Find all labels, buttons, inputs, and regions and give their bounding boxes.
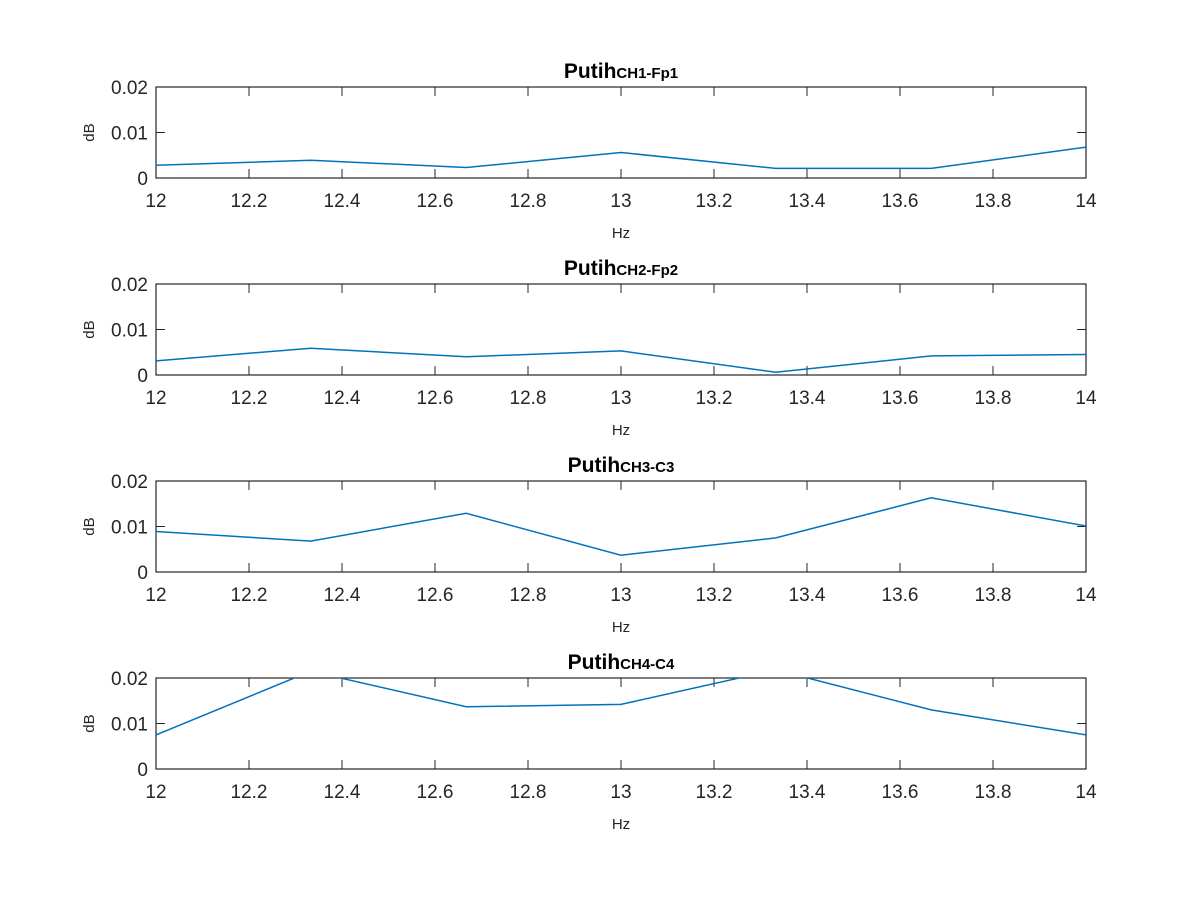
- x-tick-label: 14: [1075, 388, 1097, 409]
- x-tick-label: 12.4: [324, 782, 361, 803]
- y-tick-label: 0.01: [111, 124, 148, 145]
- title-subscript: CH1-Fp1: [616, 65, 678, 82]
- subplot-1: 12 12.2 12.4 12.6 12.8 13 13.2 13.4 13.6 13.8 14 0 0…: [81, 60, 1097, 242]
- x-tick-label: 12.8: [510, 782, 547, 803]
- x-tick-label: 13: [610, 388, 631, 409]
- x-tick-label: 13.6: [882, 782, 919, 803]
- x-tick-label: 13.8: [975, 782, 1012, 803]
- x-tick-label: 14: [1075, 585, 1097, 606]
- subplot-3: 12 12.2 12.4 12.6 12.8 13 13.2 13.4 13.6 13.8 14 0 0…: [81, 454, 1097, 636]
- subplot-title: PutihCH2-Fp2: [564, 257, 678, 280]
- title-subscript: CH3-C3: [620, 459, 674, 476]
- x-tick-label: 12.8: [510, 585, 547, 606]
- x-tick-label: 13.2: [696, 585, 733, 606]
- x-tick-label: 12.4: [324, 585, 361, 606]
- axes-box: [155, 86, 1087, 179]
- x-tick-label: 13.2: [696, 191, 733, 212]
- x-tick-label: 12.6: [417, 191, 454, 212]
- x-tick-label: 12.8: [510, 191, 547, 212]
- x-tick-label: 13.4: [789, 585, 826, 606]
- y-tick-label: 0.02: [111, 78, 148, 99]
- y-tick-label: 0.01: [111, 321, 148, 342]
- x-tick-label: 13.6: [882, 585, 919, 606]
- x-tick-label: 12.2: [231, 388, 268, 409]
- x-tick-label: 12: [145, 388, 166, 409]
- x-tick-label: 13.4: [789, 782, 826, 803]
- x-tick-label: 13.8: [975, 191, 1012, 212]
- title-subscript: CH4-C4: [620, 656, 675, 673]
- series-line-1: [156, 497, 1086, 556]
- series-line-1: [156, 146, 1086, 170]
- x-axis-label: Hz: [612, 816, 630, 833]
- subplot-title: PutihCH3-C3: [568, 454, 675, 477]
- axes-box: [155, 480, 1087, 573]
- x-tick-label: 12.6: [417, 388, 454, 409]
- y-tick-label: 0.01: [111, 715, 148, 736]
- x-tick-label: 12.2: [231, 585, 268, 606]
- y-tick-label: 0.02: [111, 669, 148, 690]
- x-tick-label: 13.6: [882, 191, 919, 212]
- x-axis-label: Hz: [612, 619, 630, 636]
- x-tick-label: 13.8: [975, 388, 1012, 409]
- x-tick-label: 13.4: [789, 191, 826, 212]
- title-main: Putih: [564, 257, 617, 280]
- x-tick-label: 12.4: [324, 388, 361, 409]
- subplot-title: PutihCH4-C4: [568, 651, 675, 674]
- x-tick-label: 13.8: [975, 585, 1012, 606]
- x-tick-label: 12.4: [324, 191, 361, 212]
- subplot-2: 12 12.2 12.4 12.6 12.8 13 13.2 13.4 13.6 13.8 14 0 0…: [81, 257, 1097, 439]
- x-tick-label: 12.2: [231, 782, 268, 803]
- x-tick-label: 13.2: [696, 388, 733, 409]
- x-axis-label: Hz: [612, 225, 630, 242]
- y-tick-label: 0.02: [111, 472, 148, 493]
- y-tick-label: 0.02: [111, 275, 148, 296]
- y-tick-label: 0: [137, 563, 148, 584]
- x-tick-label: 12.2: [231, 191, 268, 212]
- x-tick-label: 13: [610, 782, 631, 803]
- x-tick-label: 12.8: [510, 388, 547, 409]
- series-line-1: [156, 347, 1086, 374]
- y-axis-label: dB: [81, 320, 98, 338]
- x-tick-label: 13: [610, 191, 631, 212]
- title-subscript: CH2-Fp2: [616, 262, 678, 279]
- x-axis-label: Hz: [612, 422, 630, 439]
- y-axis-label: dB: [81, 123, 98, 141]
- x-tick-label: 12: [145, 191, 166, 212]
- title-main: Putih: [568, 651, 621, 674]
- title-main: Putih: [568, 454, 621, 477]
- x-tick-label: 12: [145, 782, 166, 803]
- y-tick-label: 0: [137, 169, 148, 190]
- axes-box: [155, 283, 1087, 376]
- y-tick-label: 0: [137, 760, 148, 781]
- x-tick-label: 13: [610, 585, 631, 606]
- series-line-1: [156, 678, 1086, 736]
- x-tick-label: 12: [145, 585, 166, 606]
- subplot-4: 12 12.2 12.4 12.6 12.8 13 13.2 13.4 13.6 13.8 14 0 0…: [81, 651, 1097, 833]
- x-tick-label: 14: [1075, 191, 1097, 212]
- title-main: Putih: [564, 60, 617, 83]
- x-tick-label: 12.6: [417, 782, 454, 803]
- subplot-title: PutihCH1-Fp1: [564, 60, 678, 83]
- axes-box: [155, 677, 1087, 770]
- x-tick-label: 13.2: [696, 782, 733, 803]
- y-tick-label: 0: [137, 366, 148, 387]
- x-tick-label: 13.4: [789, 388, 826, 409]
- y-axis-label: dB: [81, 517, 98, 535]
- x-tick-label: 12.6: [417, 585, 454, 606]
- y-tick-label: 0.01: [111, 518, 148, 539]
- x-tick-label: 13.6: [882, 388, 919, 409]
- x-tick-label: 14: [1075, 782, 1097, 803]
- y-axis-label: dB: [81, 714, 98, 732]
